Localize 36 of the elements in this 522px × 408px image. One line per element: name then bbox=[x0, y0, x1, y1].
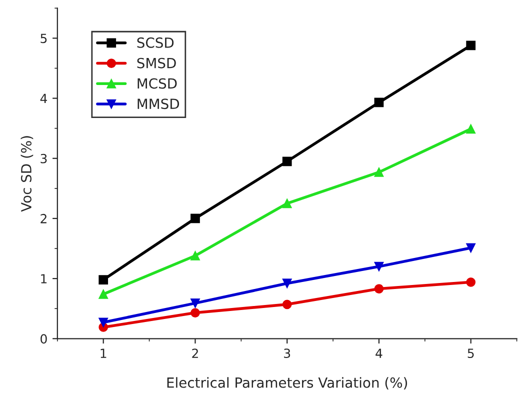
legend-label: SCSD bbox=[137, 37, 174, 48]
point bbox=[374, 284, 384, 294]
point bbox=[98, 275, 108, 284]
point bbox=[374, 168, 384, 177]
point bbox=[190, 214, 200, 224]
point bbox=[466, 243, 476, 253]
y-tick-label: 1 bbox=[41, 274, 47, 284]
x-tick-label: 5 bbox=[468, 348, 474, 358]
y-tick-label: 0 bbox=[40, 334, 47, 344]
point bbox=[282, 198, 292, 208]
point bbox=[282, 300, 292, 310]
y-tick-label: 5 bbox=[40, 34, 47, 44]
y-tick-label: 2 bbox=[40, 214, 46, 224]
y-tick-label: 3 bbox=[40, 154, 47, 164]
legend-label: SMSD bbox=[137, 58, 176, 68]
x-tick-label: 4 bbox=[376, 348, 382, 358]
point bbox=[190, 251, 200, 260]
point bbox=[190, 308, 200, 318]
point bbox=[98, 318, 108, 328]
point bbox=[282, 156, 292, 166]
point bbox=[374, 98, 384, 108]
point bbox=[466, 40, 476, 50]
point bbox=[466, 124, 476, 134]
x-tick-label: 2 bbox=[192, 348, 198, 358]
point bbox=[466, 277, 476, 287]
legend-label: MCSD bbox=[138, 78, 177, 89]
x-axis-title: Electrical Parameters Variation (%) bbox=[167, 377, 408, 390]
point bbox=[190, 298, 200, 308]
point bbox=[374, 262, 384, 272]
point bbox=[98, 289, 108, 299]
legend-label: MMSD bbox=[138, 98, 180, 110]
y-tick-label: 4 bbox=[40, 94, 47, 104]
x-tick-label: 3 bbox=[284, 348, 290, 358]
x-tick-label: 1 bbox=[100, 348, 106, 358]
point bbox=[282, 278, 292, 288]
y-axis-title: Voc SD (%) bbox=[20, 136, 34, 212]
